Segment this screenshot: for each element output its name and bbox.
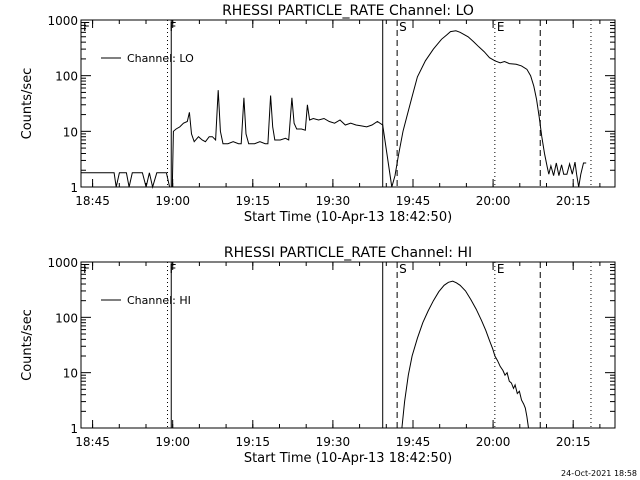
x-tick-label: 20:15 bbox=[556, 194, 591, 208]
y-tick-label: 1000 bbox=[47, 14, 78, 28]
x-tick-label: 20:00 bbox=[476, 194, 511, 208]
data-series-line bbox=[401, 280, 529, 429]
x-tick-label: 20:15 bbox=[556, 435, 591, 449]
event-marker-label: F bbox=[170, 262, 177, 276]
x-tick-label: 20:00 bbox=[476, 435, 511, 449]
chart-panel-1: RHESSI PARTICLE_RATE Channel: LO 18:45 19:… bbox=[20, 3, 616, 225]
y-tick-label: 1000 bbox=[47, 256, 78, 270]
x-tick-label: 19:45 bbox=[396, 435, 431, 449]
event-marker-label: S bbox=[399, 262, 407, 276]
legend-label: Channel: LO bbox=[127, 52, 194, 65]
footer-timestamp: 24-Oct-2021 18:58 bbox=[561, 469, 637, 478]
event-marker-label: S bbox=[399, 20, 407, 34]
plot-frame bbox=[80, 19, 616, 188]
event-marker-label: E bbox=[497, 262, 505, 276]
x-tick-label: 19:30 bbox=[316, 435, 351, 449]
y-tick-label: 100 bbox=[55, 70, 78, 84]
x-tick-label: 18:45 bbox=[75, 194, 110, 208]
y-axis-label: Counts/sec bbox=[20, 309, 35, 381]
x-tick-label: 19:45 bbox=[396, 194, 431, 208]
y-tick-label: 10 bbox=[63, 125, 78, 139]
x-tick-label: 19:15 bbox=[235, 435, 270, 449]
x-tick-label: 18:45 bbox=[75, 435, 110, 449]
y-tick-label: 10 bbox=[63, 367, 78, 381]
event-marker-label: F bbox=[83, 20, 90, 34]
legend-label: Channel: HI bbox=[127, 294, 191, 307]
data-series-line bbox=[81, 30, 587, 189]
x-tick-label: 19:15 bbox=[235, 194, 270, 208]
x-tick-label: 19:00 bbox=[155, 435, 190, 449]
y-tick-label: 100 bbox=[55, 311, 78, 325]
y-tick-label: 1 bbox=[70, 422, 78, 436]
y-tick-label: 1 bbox=[70, 181, 78, 195]
chart-title: RHESSI PARTICLE_RATE Channel: LO bbox=[222, 3, 474, 19]
chart-title: RHESSI PARTICLE_RATE Channel: HI bbox=[224, 245, 472, 261]
event-marker-label: F bbox=[170, 20, 177, 34]
x-tick-label: 19:00 bbox=[155, 194, 190, 208]
x-axis-label: Start Time (10-Apr-13 18:42:50) bbox=[244, 451, 452, 466]
x-axis-label: Start Time (10-Apr-13 18:42:50) bbox=[244, 210, 452, 225]
x-tick-label: 19:30 bbox=[316, 194, 351, 208]
event-marker-label: F bbox=[83, 262, 90, 276]
y-axis-label: Counts/sec bbox=[20, 68, 35, 140]
chart-panel-2: RHESSI PARTICLE_RATE Channel: HI 18:45 19:… bbox=[20, 245, 616, 466]
plot-frame bbox=[80, 261, 616, 429]
event-marker-label: E bbox=[497, 20, 505, 34]
